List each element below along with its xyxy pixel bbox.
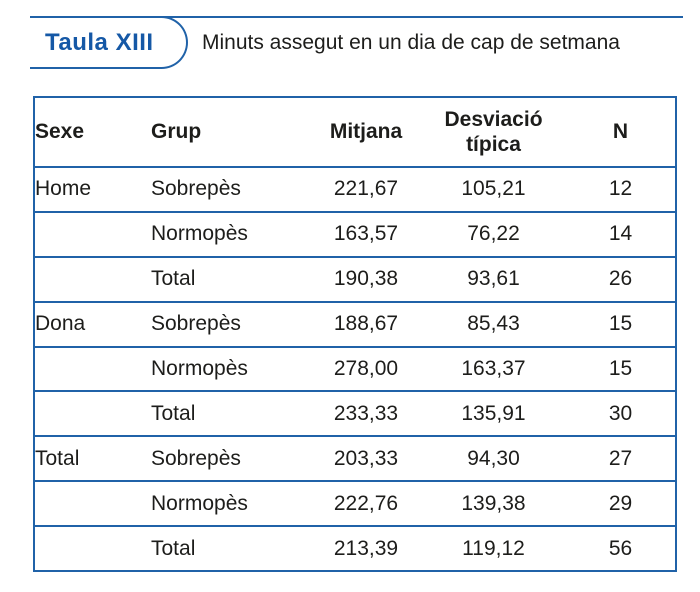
cell-desviacio: 94,30 xyxy=(421,435,566,483)
cell-n: 27 xyxy=(566,435,676,483)
table-row: Dona Sobrepès 188,67 85,43 15 xyxy=(34,300,676,348)
cell-grup: Total xyxy=(151,390,311,438)
table-row: Home Sobrepès 221,67 105,21 12 xyxy=(34,166,676,213)
header-row: Sexe Grup Mitjana Desviació típica N xyxy=(34,96,676,168)
cell-desviacio: 139,38 xyxy=(421,480,566,527)
cell-sexe xyxy=(34,345,151,393)
cell-n: 14 xyxy=(566,210,676,258)
cell-sexe xyxy=(34,255,151,303)
cell-sexe: Total xyxy=(34,435,151,483)
cell-grup: Total xyxy=(151,255,311,303)
cell-desviacio: 85,43 xyxy=(421,300,566,348)
cell-sexe xyxy=(34,480,151,527)
table-row: Total 213,39 119,12 56 xyxy=(34,525,676,572)
table-caption-title: Minuts assegut en un dia de cap de setma… xyxy=(202,30,620,54)
cell-mitjana: 190,38 xyxy=(311,255,421,303)
cell-n: 56 xyxy=(566,525,676,572)
table-number-label: Taula XIII xyxy=(45,28,154,56)
cell-grup: Sobrepès xyxy=(151,166,311,213)
cell-n: 15 xyxy=(566,300,676,348)
cell-grup: Normopès xyxy=(151,210,311,258)
cell-sexe xyxy=(34,390,151,438)
cell-desviacio: 163,37 xyxy=(421,345,566,393)
cell-desviacio: 135,91 xyxy=(421,390,566,438)
cell-sexe xyxy=(34,210,151,258)
cell-desviacio: 76,22 xyxy=(421,210,566,258)
cell-mitjana: 278,00 xyxy=(311,345,421,393)
cell-mitjana: 213,39 xyxy=(311,525,421,572)
cell-sexe: Home xyxy=(34,166,151,213)
table-header: Sexe Grup Mitjana Desviació típica N xyxy=(34,96,676,168)
col-header-n: N xyxy=(566,96,676,168)
cell-n: 30 xyxy=(566,390,676,438)
col-header-desviacio: Desviació típica xyxy=(421,96,566,168)
cell-grup: Normopès xyxy=(151,345,311,393)
cell-mitjana: 203,33 xyxy=(311,435,421,483)
cell-mitjana: 233,33 xyxy=(311,390,421,438)
cell-n: 29 xyxy=(566,480,676,527)
table-row: Normopès 278,00 163,37 15 xyxy=(34,345,676,393)
cell-n: 15 xyxy=(566,345,676,393)
cell-grup: Sobrepès xyxy=(151,435,311,483)
caption-top-rule xyxy=(33,16,683,18)
table-row: Normopès 222,76 139,38 29 xyxy=(34,480,676,527)
cell-n: 26 xyxy=(566,255,676,303)
col-header-grup: Grup xyxy=(151,96,311,168)
cell-mitjana: 222,76 xyxy=(311,480,421,527)
cell-desviacio: 93,61 xyxy=(421,255,566,303)
table-body: Home Sobrepès 221,67 105,21 12 Normopès … xyxy=(34,166,676,572)
cell-sexe xyxy=(34,525,151,572)
table-row: Total Sobrepès 203,33 94,30 27 xyxy=(34,435,676,483)
cell-grup: Normopès xyxy=(151,480,311,527)
cell-desviacio: 105,21 xyxy=(421,166,566,213)
table-row: Total 190,38 93,61 26 xyxy=(34,255,676,303)
cell-grup: Sobrepès xyxy=(151,300,311,348)
statistics-table: Sexe Grup Mitjana Desviació típica N Hom… xyxy=(33,96,677,572)
cell-sexe: Dona xyxy=(34,300,151,348)
col-header-sexe: Sexe xyxy=(34,96,151,168)
cell-grup: Total xyxy=(151,525,311,572)
cell-mitjana: 163,57 xyxy=(311,210,421,258)
table-row: Total 233,33 135,91 30 xyxy=(34,390,676,438)
cell-n: 12 xyxy=(566,166,676,213)
table-row: Normopès 163,57 76,22 14 xyxy=(34,210,676,258)
table-number-tab: Taula XIII xyxy=(30,16,188,69)
cell-mitjana: 188,67 xyxy=(311,300,421,348)
col-header-mitjana: Mitjana xyxy=(311,96,421,168)
cell-mitjana: 221,67 xyxy=(311,166,421,213)
cell-desviacio: 119,12 xyxy=(421,525,566,572)
